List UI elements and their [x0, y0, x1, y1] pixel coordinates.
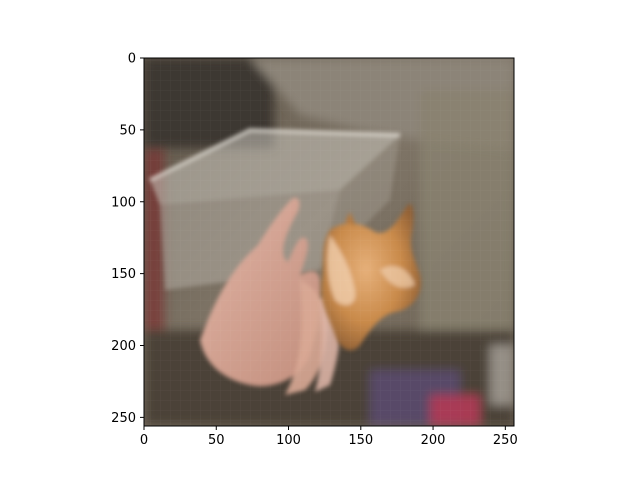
y-tick-label: 250	[111, 411, 136, 426]
x-tick-label: 50	[208, 433, 225, 448]
y-tick-label: 100	[111, 195, 136, 210]
x-tick-label: 200	[421, 433, 446, 448]
y-tick-label: 0	[128, 52, 136, 67]
x-tick-label: 0	[140, 433, 148, 448]
x-tick-label: 100	[276, 433, 301, 448]
image-content	[144, 58, 514, 426]
x-axis: 0 50 100 150 200 250	[140, 426, 518, 448]
y-tick-label: 50	[119, 123, 136, 138]
x-tick-label: 150	[348, 433, 373, 448]
y-axis: 0 50 100 150 200 250	[111, 52, 144, 426]
plot-frame	[143, 57, 515, 427]
y-tick-label: 200	[111, 339, 136, 354]
x-tick-label: 250	[493, 433, 518, 448]
y-tick-label: 150	[111, 267, 136, 282]
